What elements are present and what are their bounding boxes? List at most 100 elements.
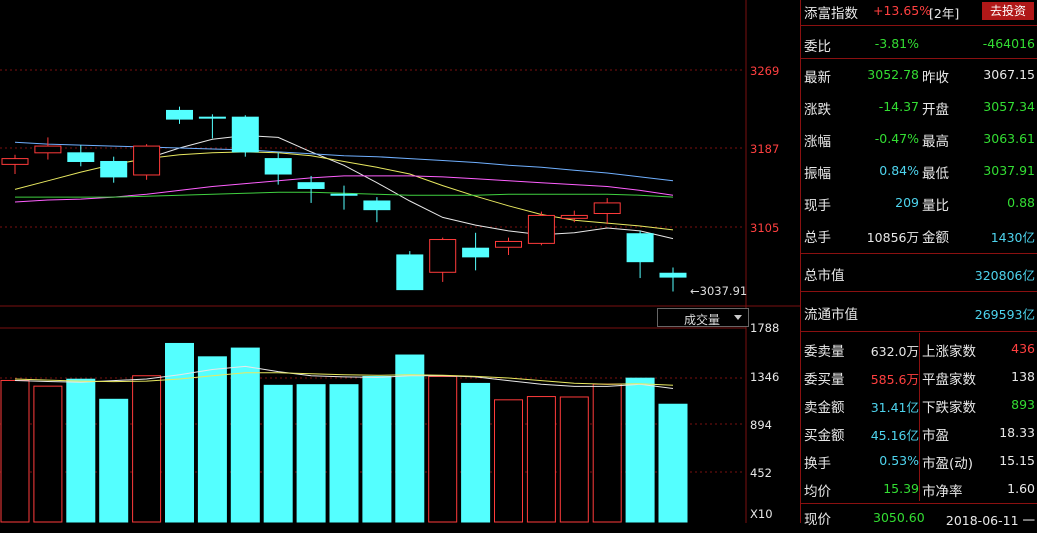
- fund-name: 添富指数: [804, 6, 858, 22]
- quote-value: 3052.78: [867, 67, 919, 82]
- quote-value-2: 3063.61: [983, 131, 1035, 146]
- volume-bar: [0, 379, 30, 523]
- total-cap-row: 总市值 320806亿: [801, 259, 1037, 287]
- volume-select-label: 成交量: [684, 313, 721, 327]
- divider: [801, 503, 1037, 504]
- candle-body: [429, 239, 457, 273]
- moving-average-line: [146, 134, 674, 240]
- quote-label: 涨幅: [804, 134, 831, 150]
- candle-body: [527, 214, 555, 244]
- stat-value-2: 138: [1011, 369, 1035, 384]
- candle-body: [34, 145, 62, 154]
- kline-chart[interactable]: [0, 0, 800, 523]
- quote-row: 涨幅 -0.47% 最高 3063.61: [801, 125, 1037, 153]
- total-cap-label: 总市值: [804, 268, 845, 284]
- volume-bar: [296, 384, 326, 523]
- candle-body: [396, 254, 424, 291]
- volume-indicator-select[interactable]: 成交量: [657, 308, 749, 327]
- quote-label-2: 量比: [922, 198, 949, 214]
- stat-value-2: 15.15: [999, 453, 1035, 468]
- volume-bar: [132, 375, 162, 523]
- float-cap-value: 269593亿: [974, 307, 1035, 322]
- volume-bar: [494, 399, 523, 523]
- volume-tick-2: 1346: [750, 370, 780, 384]
- quote-row: 振幅 0.84% 最低 3037.91: [801, 157, 1037, 185]
- weibi-diff: -464016: [982, 36, 1035, 51]
- weibi-row: 委比 -3.81% -464016: [801, 30, 1037, 58]
- footer-price: 3050.60: [873, 510, 925, 525]
- volume-tick-3: 894: [750, 418, 772, 432]
- footer-date: 2018-06-11 一: [945, 513, 1035, 528]
- stat-value: 0.53%: [879, 453, 919, 468]
- candle-body: [100, 160, 128, 178]
- stat-row: 均价 15.39 市净率 1.60: [801, 475, 1037, 503]
- stat-value-2: 18.33: [999, 425, 1035, 440]
- price-tick-2: 3187: [750, 142, 780, 156]
- quote-label-2: 金额: [922, 230, 949, 246]
- quote-value-2: 3067.15: [983, 67, 1035, 82]
- volume-bar: [165, 342, 194, 523]
- quote-panel: 添富指数 +13.65% [2年] 去投资 委比 -3.81% -464016 …: [800, 0, 1037, 528]
- quote-value: -0.47%: [874, 131, 919, 146]
- candle-body: [462, 247, 490, 258]
- total-cap-value: 320806亿: [974, 268, 1035, 283]
- volume-bar: [559, 396, 589, 523]
- weibi-pct: -3.81%: [874, 36, 919, 51]
- quote-label-2: 最高: [922, 134, 949, 150]
- stat-label: 换手: [804, 456, 831, 472]
- volume-ma-line: [14, 372, 674, 386]
- candle-body: [297, 182, 325, 189]
- stat-label-2: 上涨家数: [922, 344, 976, 360]
- divider: [801, 58, 1037, 59]
- candle-body: [495, 240, 522, 248]
- volume-bar: [33, 385, 63, 523]
- candle-body: [198, 116, 226, 119]
- invest-button[interactable]: 去投资: [982, 2, 1034, 20]
- volume-tick-4: 452: [750, 466, 772, 480]
- candle-body: [1, 158, 29, 165]
- fund-title-row: 添富指数 +13.65% [2年] 去投资: [801, 0, 1037, 28]
- divider: [801, 291, 1037, 292]
- volume-bar: [526, 396, 556, 523]
- quote-label-2: 最低: [922, 166, 949, 182]
- candle-body: [264, 158, 292, 175]
- candle-body: [330, 193, 358, 196]
- stat-value-2: 893: [1011, 397, 1035, 412]
- kline-chart-area[interactable]: 3269 3187 3105 ←3037.91 成交量 1788 1346 89…: [0, 0, 800, 523]
- quote-value: 209: [895, 195, 919, 210]
- divider: [801, 253, 1037, 254]
- volume-bar: [625, 377, 655, 523]
- stat-label-2: 市盈(动): [922, 456, 974, 472]
- stat-label: 卖金额: [804, 400, 845, 416]
- divider: [919, 333, 920, 501]
- weibi-label: 委比: [804, 39, 831, 55]
- quote-row: 总手 10856万 金额 1430亿: [801, 221, 1037, 249]
- float-cap-row: 流通市值 269593亿: [801, 298, 1037, 326]
- quote-row: 最新 3052.78 昨收 3067.15: [801, 61, 1037, 89]
- footer-label: 现价: [804, 512, 831, 528]
- stat-label: 委买量: [804, 372, 845, 388]
- volume-bar: [99, 398, 129, 523]
- divider: [801, 331, 1037, 332]
- stat-row: 委卖量 632.0万 上涨家数 436: [801, 335, 1037, 363]
- candle-body: [626, 233, 654, 263]
- stat-value-2: 1.60: [1007, 481, 1035, 496]
- fund-change: +13.65%: [873, 3, 932, 18]
- volume-bar: [592, 383, 622, 523]
- volume-bar: [395, 354, 425, 523]
- volume-multiplier: X10: [750, 507, 773, 521]
- quote-row: 涨跌 -14.37 开盘 3057.34: [801, 93, 1037, 121]
- quote-value: 10856万: [866, 230, 919, 245]
- stat-label-2: 平盘家数: [922, 372, 976, 388]
- quote-label-2: 昨收: [922, 70, 949, 86]
- quote-value: 0.84%: [879, 163, 919, 178]
- quote-value-2: 3037.91: [983, 163, 1035, 178]
- fund-period: [2年]: [929, 6, 960, 21]
- volume-bar: [658, 403, 688, 523]
- volume-bar: [263, 384, 293, 523]
- candle-body: [166, 109, 193, 120]
- stat-row: 买金额 45.16亿 市盈 18.33: [801, 419, 1037, 447]
- volume-tick-1: 1788: [750, 321, 780, 335]
- stat-value: 31.41亿: [870, 400, 919, 415]
- stat-row: 换手 0.53% 市盈(动) 15.15: [801, 447, 1037, 475]
